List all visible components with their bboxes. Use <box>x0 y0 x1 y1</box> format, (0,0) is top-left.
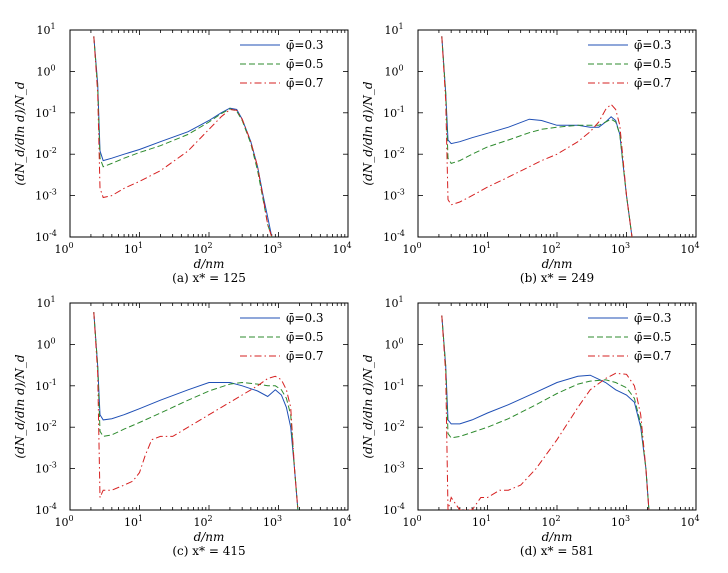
x-tick-label: 101 <box>124 514 143 529</box>
series-line-1 <box>441 36 633 237</box>
legend-label-2: φ̄=0.5 <box>286 57 324 71</box>
x-tick-label: 102 <box>193 514 212 529</box>
series-line-2 <box>93 36 273 237</box>
y-tick-label: 101 <box>36 22 55 37</box>
x-tick-label: 101 <box>472 514 491 529</box>
x-tick-label: 103 <box>611 514 630 529</box>
x-tick-label: 100 <box>54 514 73 529</box>
legend-label-3: φ̄=0.7 <box>634 76 672 90</box>
x-tick-label: 103 <box>611 241 630 256</box>
y-tick-label: 10-1 <box>383 378 405 393</box>
x-tick-label: 102 <box>541 241 560 256</box>
y-tick-label: 10-1 <box>35 105 57 120</box>
series-line-2 <box>441 36 633 237</box>
x-axis-label: d/nm <box>542 257 573 271</box>
series-line-2 <box>441 315 650 510</box>
y-axis-label: (dN_d/dln d)/N_d <box>361 354 375 459</box>
panel-1: 100 101 102 103 104 10-4 10-3 10-2 10-1 100 101 φ̄=… <box>13 22 352 285</box>
x-tick-label: 101 <box>472 241 491 256</box>
y-tick-label: 10-4 <box>35 502 57 517</box>
x-axis-label: d/nm <box>194 257 225 271</box>
y-tick-label: 10-3 <box>35 188 57 203</box>
x-tick-label: 103 <box>263 241 282 256</box>
y-tick-label: 10-3 <box>383 188 405 203</box>
series-line-2 <box>93 312 299 510</box>
x-tick-label: 100 <box>54 241 73 256</box>
y-tick-label: 10-1 <box>35 378 57 393</box>
series-line-1 <box>441 315 650 510</box>
series-line-3 <box>93 312 299 510</box>
series-line-1 <box>93 36 273 237</box>
legend-label-1: φ̄=0.3 <box>634 311 672 325</box>
y-tick-label: 100 <box>36 63 55 78</box>
y-tick-label: 10-2 <box>383 146 405 161</box>
series-line-3 <box>441 36 633 237</box>
y-axis-label: (dN_d/dln d)/N_d <box>361 81 375 186</box>
y-tick-label: 10-1 <box>383 105 405 120</box>
y-tick-label: 10-3 <box>383 461 405 476</box>
panel-caption: (c) x* = 415 <box>172 544 245 558</box>
panel-4: 100 101 102 103 104 10-4 10-3 10-2 10-1 100 101 φ̄=… <box>361 295 700 558</box>
y-tick-label: 10-4 <box>35 229 57 244</box>
x-axis-label: d/nm <box>194 530 225 544</box>
panel-caption: (d) x* = 581 <box>520 544 594 558</box>
x-tick-label: 102 <box>193 241 212 256</box>
y-tick-label: 101 <box>384 295 403 310</box>
y-tick-label: 10-4 <box>383 502 405 517</box>
legend-label-2: φ̄=0.5 <box>634 330 672 344</box>
x-tick-label: 104 <box>680 514 699 529</box>
y-tick-label: 100 <box>384 63 403 78</box>
y-tick-label: 101 <box>36 295 55 310</box>
y-tick-label: 10-2 <box>35 419 57 434</box>
y-axis-label: (dN_d/dln d)/N_d <box>13 354 27 459</box>
legend-label-2: φ̄=0.5 <box>286 330 324 344</box>
y-tick-label: 10-4 <box>383 229 405 244</box>
series-line-3 <box>441 315 650 510</box>
y-tick-label: 10-2 <box>383 419 405 434</box>
panel-2: 100 101 102 103 104 10-4 10-3 10-2 10-1 100 101 φ̄=… <box>361 22 700 285</box>
legend-label-1: φ̄=0.3 <box>634 38 672 52</box>
panel-caption: (a) x* = 125 <box>172 271 246 285</box>
y-tick-label: 100 <box>384 336 403 351</box>
x-tick-label: 104 <box>680 241 699 256</box>
y-tick-label: 10-3 <box>35 461 57 476</box>
legend-label-1: φ̄=0.3 <box>286 38 324 52</box>
panel-caption: (b) x* = 249 <box>520 271 594 285</box>
x-tick-label: 100 <box>402 514 421 529</box>
y-tick-label: 101 <box>384 22 403 37</box>
x-tick-label: 101 <box>124 241 143 256</box>
panel-3: 100 101 102 103 104 10-4 10-3 10-2 10-1 100 101 φ̄=… <box>13 295 352 558</box>
legend-label-3: φ̄=0.7 <box>634 349 672 363</box>
x-tick-label: 100 <box>402 241 421 256</box>
x-tick-label: 104 <box>332 241 351 256</box>
series-line-3 <box>93 36 273 237</box>
series-line-1 <box>93 312 299 510</box>
x-tick-label: 103 <box>263 514 282 529</box>
x-axis-label: d/nm <box>542 530 573 544</box>
x-tick-label: 102 <box>541 514 560 529</box>
x-tick-label: 104 <box>332 514 351 529</box>
y-tick-label: 10-2 <box>35 146 57 161</box>
legend-label-3: φ̄=0.7 <box>286 76 324 90</box>
legend-label-1: φ̄=0.3 <box>286 311 324 325</box>
legend-label-2: φ̄=0.5 <box>634 57 672 71</box>
y-tick-label: 100 <box>36 336 55 351</box>
legend-label-3: φ̄=0.7 <box>286 349 324 363</box>
y-axis-label: (dN_d/dln d)/N_d <box>13 81 27 186</box>
